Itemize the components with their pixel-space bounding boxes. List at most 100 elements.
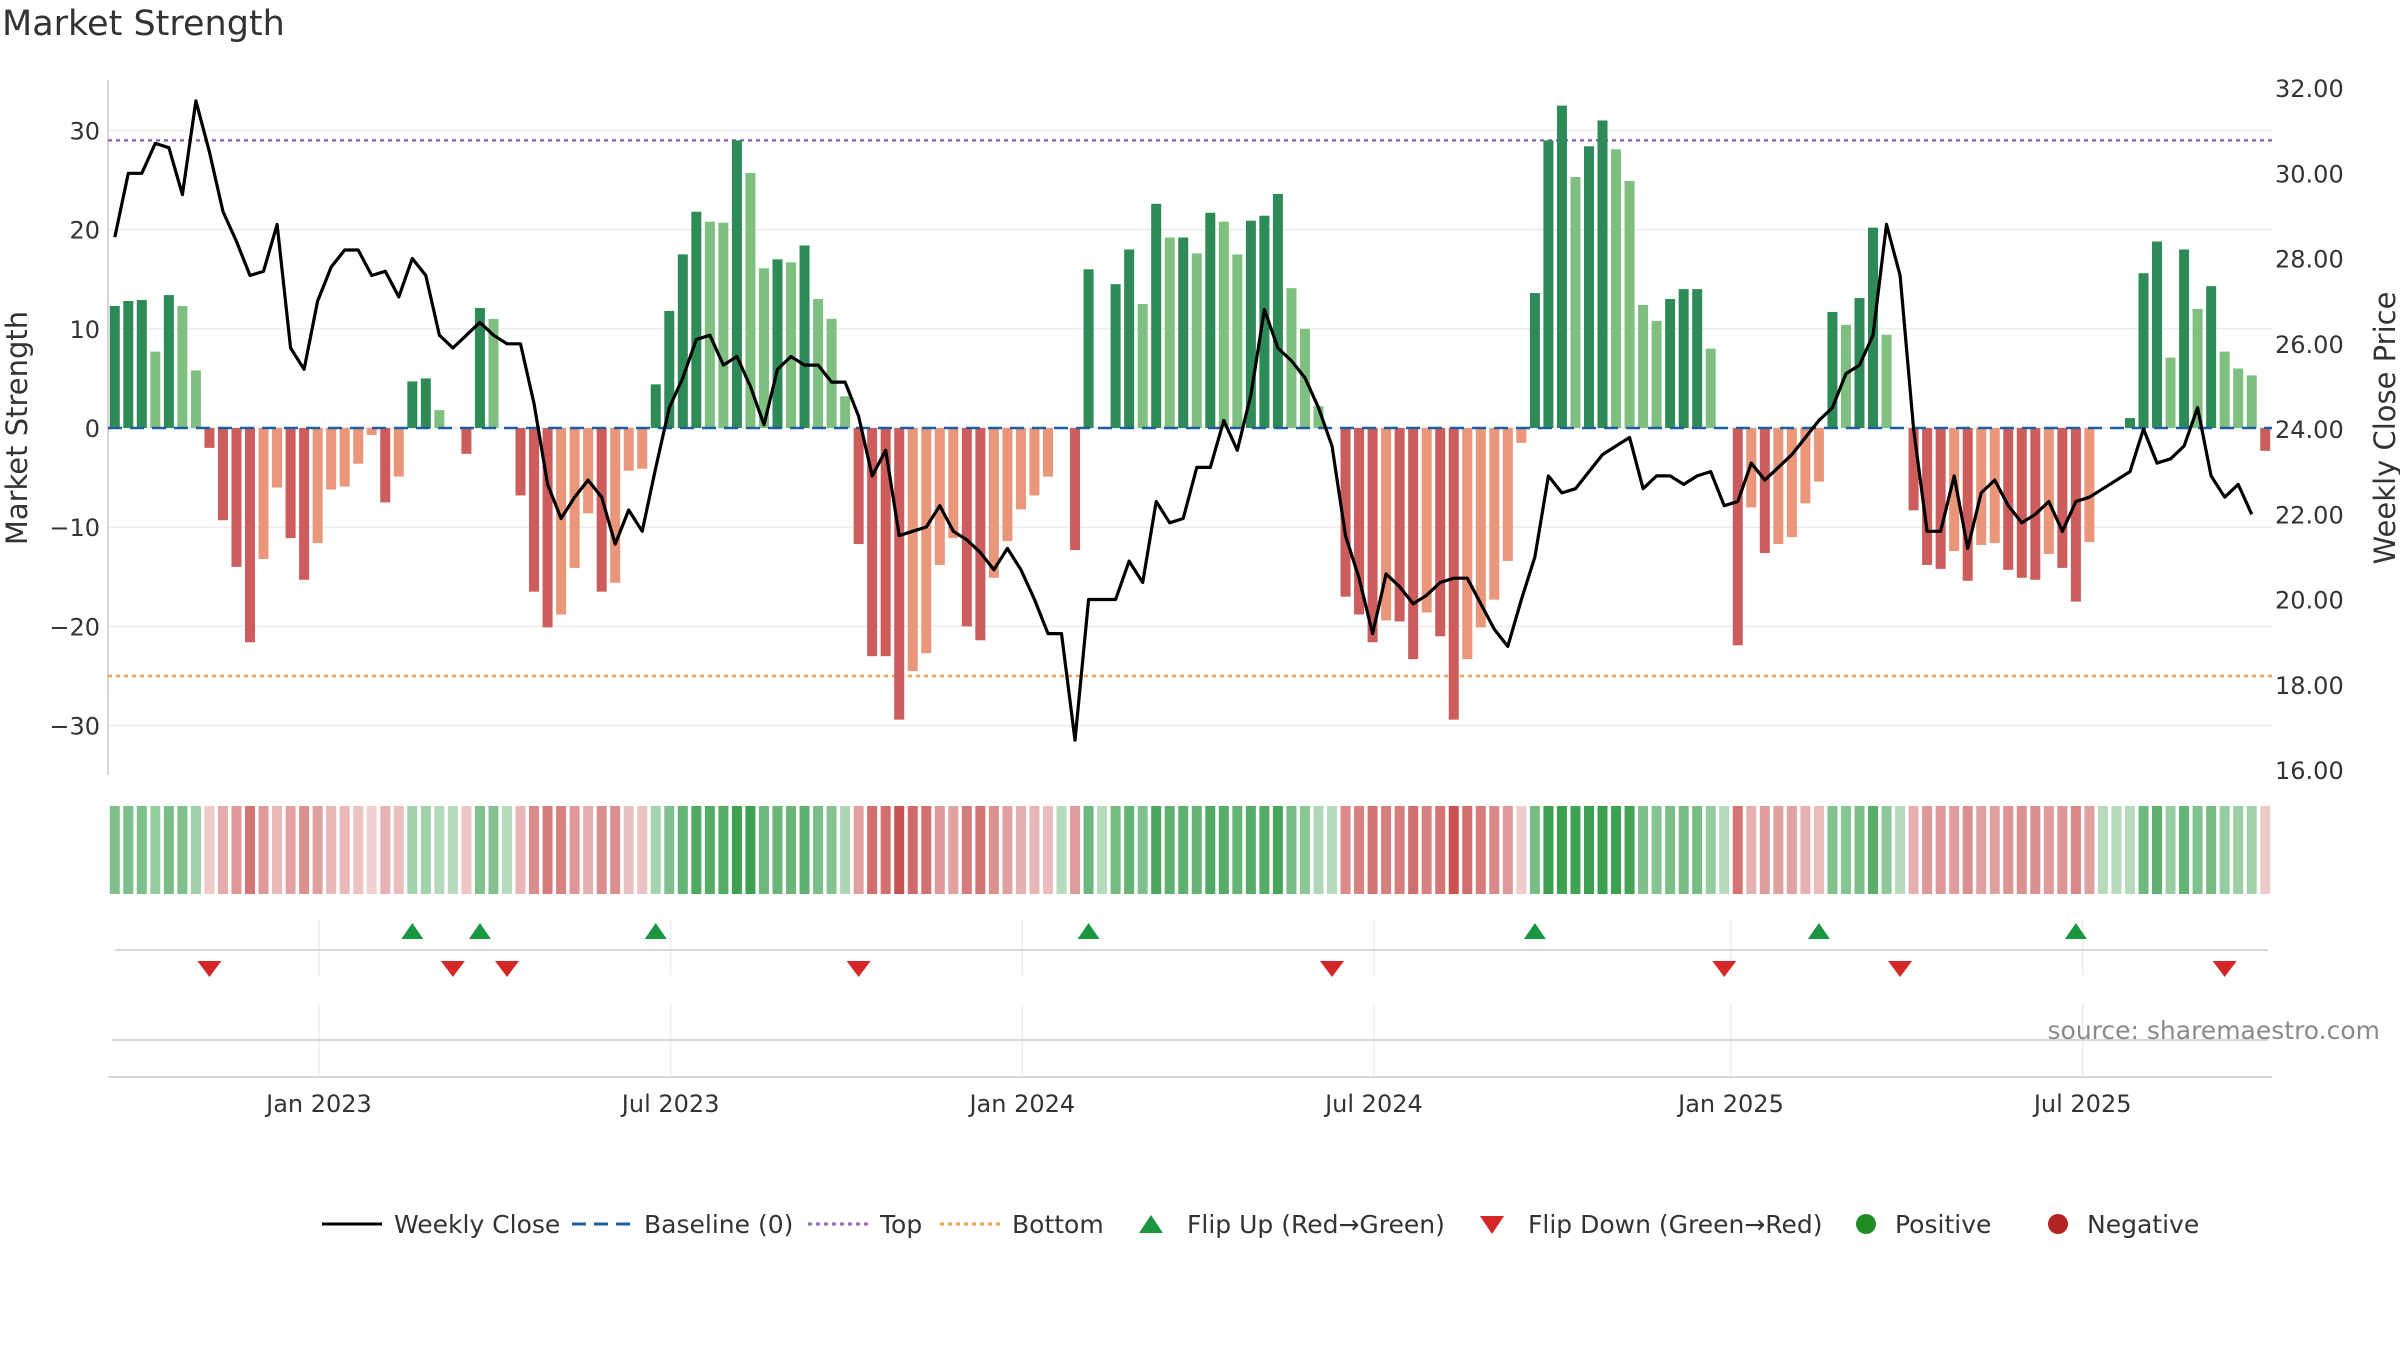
strength-bar <box>988 428 999 578</box>
regime-cell <box>894 806 905 894</box>
flip-down-marker <box>1888 961 1913 977</box>
regime-cell <box>2070 806 2081 894</box>
regime-cell <box>474 806 485 894</box>
strength-bar <box>840 396 851 428</box>
strength-bar <box>1583 146 1594 428</box>
strength-bar <box>1191 253 1202 428</box>
strength-bar <box>2016 428 2027 578</box>
regime-cell <box>217 806 228 894</box>
strength-bar <box>2043 428 2054 554</box>
strength-bar <box>1962 428 1973 581</box>
regime-cell <box>1881 806 1892 894</box>
strength-bar <box>731 140 742 428</box>
strength-bar <box>1340 428 1351 597</box>
regime-cell <box>1205 806 1216 894</box>
strength-bar <box>312 428 323 544</box>
legend: Weekly Close Baseline (0) Top Bottom Flip Up… <box>322 1210 2199 1239</box>
regime-cell <box>1746 806 1757 894</box>
regime-cell <box>380 806 391 894</box>
regime-cell <box>163 806 174 894</box>
strength-bar <box>2030 428 2041 580</box>
strength-bar <box>1800 428 1811 504</box>
regime-cell <box>1813 806 1824 894</box>
strength-bar <box>542 428 553 628</box>
legend-label: Baseline (0) <box>644 1210 793 1239</box>
regime-cell <box>2260 806 2271 894</box>
regime-cell <box>245 806 256 894</box>
strength-bar <box>1543 140 1554 428</box>
regime-cell <box>961 806 972 894</box>
strength-bar <box>1908 428 1919 511</box>
strength-bar <box>1976 428 1987 546</box>
legend-label: Weekly Close <box>394 1210 560 1239</box>
strength-bar <box>745 173 756 428</box>
strength-bar <box>136 300 147 428</box>
flip-down-marker <box>846 961 871 977</box>
strength-bars <box>109 105 2271 720</box>
strength-bar <box>420 378 431 428</box>
regime-cell <box>366 806 377 894</box>
regime-cell <box>1259 806 1270 894</box>
strength-bar <box>204 428 215 448</box>
regime-cell <box>1556 806 1567 894</box>
regime-cell <box>1002 806 1013 894</box>
x-tick-label: Jan 2024 <box>967 1090 1075 1118</box>
regime-cell <box>867 806 878 894</box>
legend-label: Top <box>879 1210 922 1239</box>
y-axis-title-left: Market Strength <box>0 311 34 545</box>
regime-cell <box>1922 806 1933 894</box>
strength-bar <box>1692 289 1703 428</box>
regime-cell <box>1840 806 1851 894</box>
strength-bar <box>1813 428 1824 482</box>
regime-cell <box>1868 806 1879 894</box>
regime-cell <box>934 806 945 894</box>
regime-cell <box>1854 806 1865 894</box>
strength-bar <box>1259 215 1270 428</box>
legend-swatch <box>1480 1216 1504 1234</box>
regime-cell <box>1327 806 1338 894</box>
strength-bar <box>1286 288 1297 428</box>
strength-bar <box>880 428 891 657</box>
y-tick-label-right: 28.00 <box>2275 246 2344 274</box>
y-tick-label-right: 32.00 <box>2275 75 2344 103</box>
regime-cell <box>447 806 458 894</box>
strength-bar <box>2124 418 2135 428</box>
strength-bar <box>163 295 174 428</box>
regime-cell <box>1313 806 1324 894</box>
strength-bar <box>1448 428 1459 720</box>
regime-cell <box>1908 806 1919 894</box>
regime-cell <box>988 806 999 894</box>
regime-cell <box>1097 806 1108 894</box>
strength-bar <box>556 428 567 615</box>
strength-bar <box>339 428 350 487</box>
regime-cell <box>1191 806 1202 894</box>
legend-label: Flip Up (Red→Green) <box>1187 1210 1445 1239</box>
strength-bar <box>123 301 134 428</box>
regime-cell <box>948 806 959 894</box>
strength-bar <box>975 428 986 641</box>
regime-cell <box>1773 806 1784 894</box>
regime-cell <box>1705 806 1716 894</box>
strength-bar <box>1070 428 1081 551</box>
strength-bar <box>1786 428 1797 538</box>
strength-bar <box>1529 293 1540 428</box>
legend-swatch <box>2048 1214 2068 1234</box>
chart-title: Market Strength <box>2 4 285 44</box>
regime-cell <box>1286 806 1297 894</box>
strength-bar <box>583 428 594 514</box>
strength-bar <box>1462 428 1473 660</box>
regime-cell <box>745 806 756 894</box>
regime-cell <box>1245 806 1256 894</box>
strength-bar <box>1759 428 1770 553</box>
regime-cell <box>556 806 567 894</box>
strength-bar <box>529 428 540 592</box>
regime-cell <box>677 806 688 894</box>
regime-cell <box>177 806 188 894</box>
regime-cell <box>853 806 864 894</box>
regime-cell <box>1124 806 1135 894</box>
strength-bar <box>1922 428 1933 565</box>
legend-label: Bottom <box>1012 1210 1104 1239</box>
y-tick-label-right: 16.00 <box>2275 757 2344 785</box>
regime-cell <box>596 806 607 894</box>
